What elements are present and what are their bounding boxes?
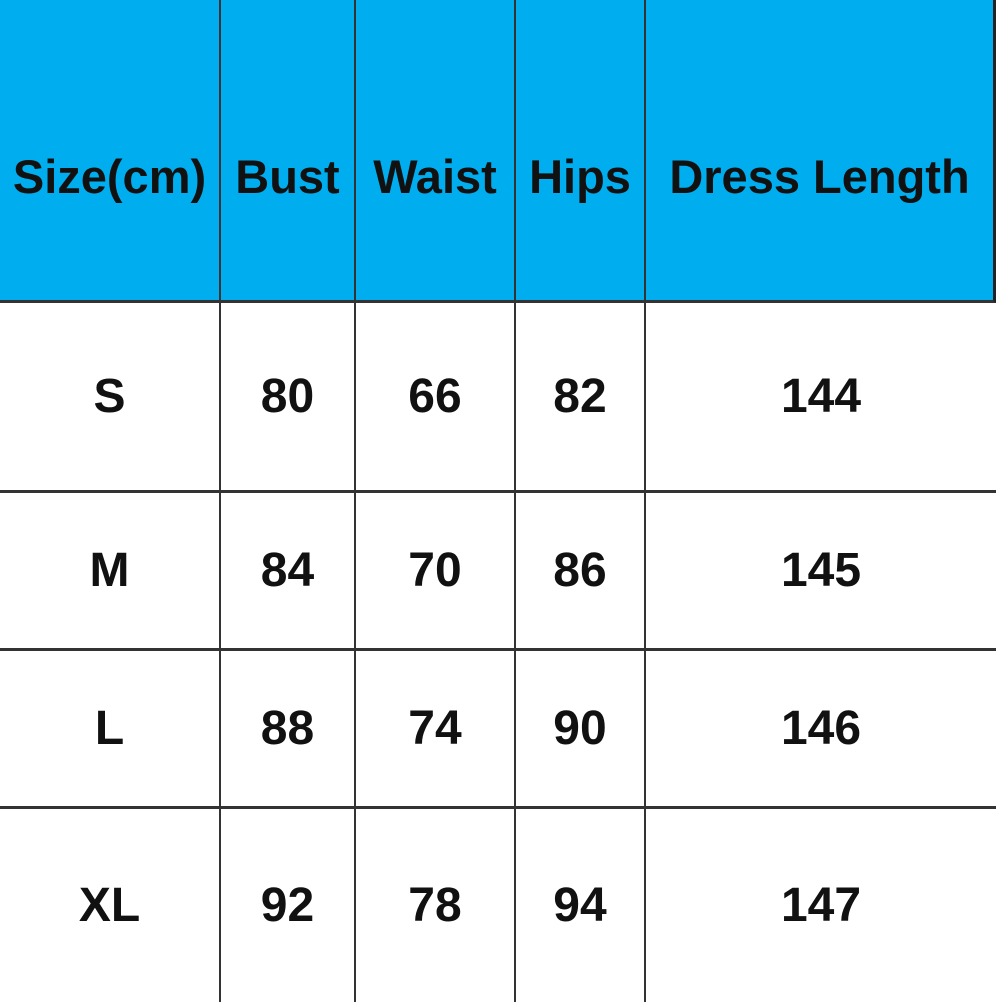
row-s-waist-value: 66: [356, 303, 516, 493]
row-l-waist-value: 74: [356, 651, 516, 809]
row-s-bust-value: 80: [221, 303, 356, 493]
row-m-waist-value: 70: [356, 493, 516, 651]
row-m-dress-length-value: 145: [646, 493, 996, 651]
header-cell-hips: Hips: [516, 0, 646, 303]
row-xl-size-label: XL: [0, 809, 221, 1002]
row-xl-dress-length-value: 147: [646, 809, 996, 1002]
row-xl-hips-value: 94: [516, 809, 646, 1002]
header-cell-bust: Bust: [221, 0, 356, 303]
row-l-bust-value: 88: [221, 651, 356, 809]
row-l-hips-value: 90: [516, 651, 646, 809]
row-m-bust-value: 84: [221, 493, 356, 651]
row-l-dress-length-value: 146: [646, 651, 996, 809]
row-s-dress-length-value: 144: [646, 303, 996, 493]
header-cell-waist: Waist: [356, 0, 516, 303]
row-s-size-label: S: [0, 303, 221, 493]
header-cell-dress-length: Dress Length: [646, 0, 996, 303]
header-cell-size: Size(cm): [0, 0, 221, 303]
row-m-size-label: M: [0, 493, 221, 651]
row-s-hips-value: 82: [516, 303, 646, 493]
row-m-hips-value: 86: [516, 493, 646, 651]
row-xl-waist-value: 78: [356, 809, 516, 1002]
row-xl-bust-value: 92: [221, 809, 356, 1002]
row-l-size-label: L: [0, 651, 221, 809]
